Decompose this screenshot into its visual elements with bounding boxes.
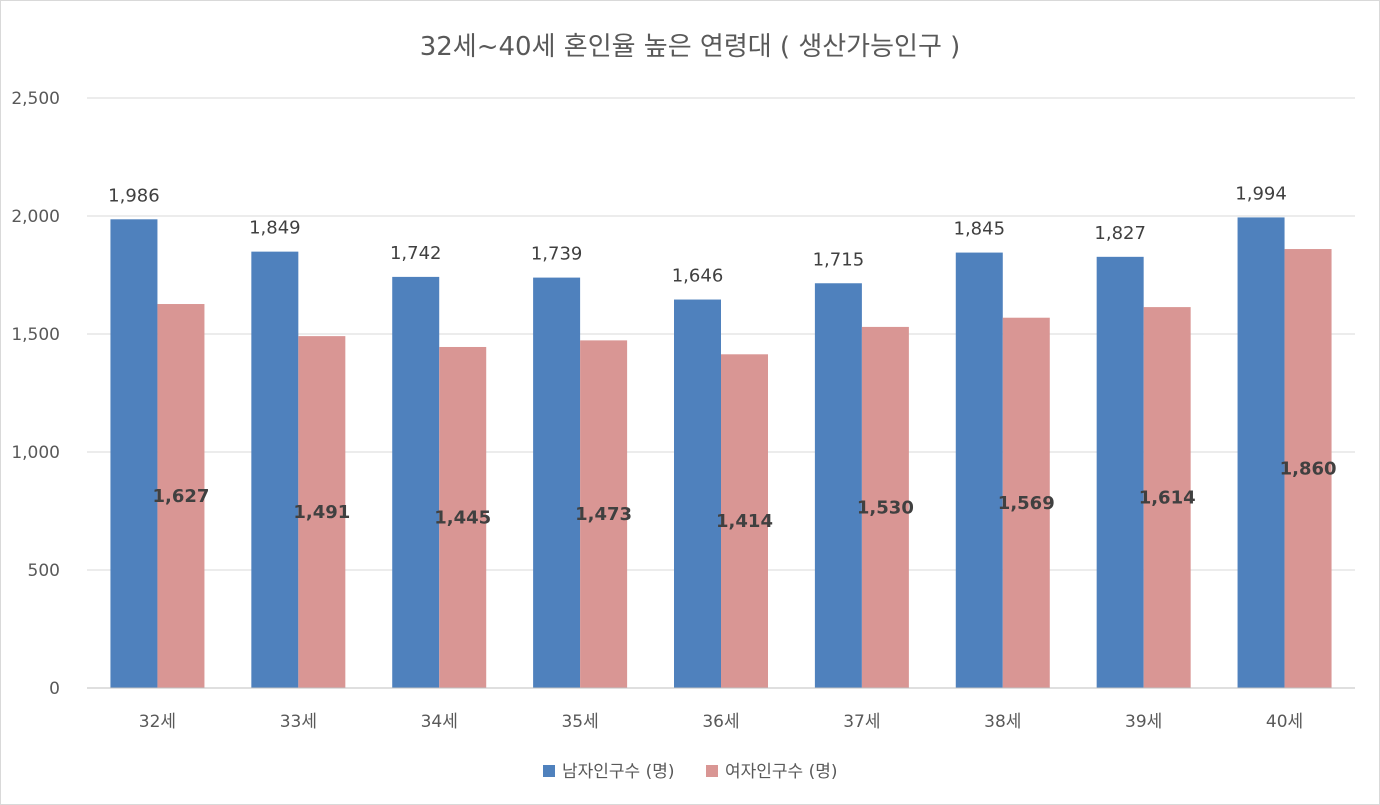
data-label-male: 1,739 [531, 244, 583, 265]
bar-female [861, 326, 909, 688]
bar-female [439, 346, 487, 688]
x-tick-label: 36세 [702, 712, 739, 732]
data-label-female: 1,530 [857, 497, 914, 518]
data-label-male: 1,849 [249, 218, 301, 239]
x-tick-label: 35세 [561, 712, 598, 732]
data-label-female: 1,473 [575, 504, 632, 525]
bar-female [1284, 249, 1332, 689]
data-label-female: 1,445 [434, 507, 491, 528]
data-label-female: 1,569 [998, 493, 1055, 514]
bar-male [533, 277, 581, 688]
y-tick-label: 1,500 [11, 325, 60, 345]
data-label-male: 1,845 [954, 219, 1006, 240]
bar-male [674, 299, 721, 688]
bar-female [721, 354, 768, 688]
legend-swatch [543, 765, 555, 777]
legend-label: 여자인구수 (명) [725, 762, 838, 782]
legend-label: 남자인구수 (명) [562, 762, 675, 782]
legend-swatch [706, 765, 718, 777]
data-labels: 1,986 1,627 1,849 1,491 1,742 1,445 1,739 1,473… [108, 183, 1336, 532]
data-label-female: 1,414 [716, 511, 773, 532]
bar-male [814, 283, 862, 688]
bar-male [251, 251, 299, 689]
data-label-male: 1,715 [813, 249, 865, 270]
chart-title: 32세~40세 혼인율 높은 연령대 ( 생산가능인구 ) [420, 32, 961, 62]
bar-female [1143, 307, 1191, 688]
bar-male [110, 219, 158, 688]
y-tick-label: 1,000 [11, 443, 60, 463]
bar-male [1096, 256, 1144, 688]
y-tick-label: 500 [28, 561, 60, 581]
x-tick-label: 34세 [421, 712, 458, 732]
bar-female [1002, 317, 1050, 688]
data-label-male: 1,742 [390, 243, 442, 264]
data-label-male: 1,827 [1094, 223, 1146, 244]
x-axis-tick-labels: 32세 33세 34세 35세 36세 37세 38세 39세 40세 [139, 712, 1303, 732]
data-label-male: 1,994 [1235, 183, 1287, 204]
data-label-female: 1,627 [152, 486, 209, 507]
data-label-female: 1,491 [293, 502, 350, 523]
data-label-female: 1,860 [1280, 459, 1337, 480]
data-label-male: 1,646 [672, 266, 724, 287]
x-tick-label: 40세 [1266, 712, 1303, 732]
bars [110, 217, 1332, 689]
bar-male [955, 252, 1003, 688]
y-axis-tick-labels: 0 500 1,000 1,500 2,000 2,500 [11, 89, 60, 699]
bar-female [298, 336, 346, 688]
y-tick-label: 2,500 [11, 89, 60, 109]
x-tick-label: 33세 [280, 712, 317, 732]
x-tick-label: 32세 [139, 712, 176, 732]
bar-female [157, 304, 205, 688]
data-label-male: 1,986 [108, 185, 160, 206]
x-tick-label: 39세 [1125, 712, 1162, 732]
bar-male [1237, 217, 1285, 688]
legend: 남자인구수 (명) 여자인구수 (명) [543, 762, 838, 782]
y-tick-label: 2,000 [11, 207, 60, 227]
bar-female [580, 340, 628, 688]
data-label-female: 1,614 [1139, 488, 1196, 509]
x-tick-label: 38세 [984, 712, 1021, 732]
x-tick-label: 37세 [843, 712, 880, 732]
bar-male [392, 276, 440, 688]
y-tick-label: 0 [49, 679, 60, 699]
